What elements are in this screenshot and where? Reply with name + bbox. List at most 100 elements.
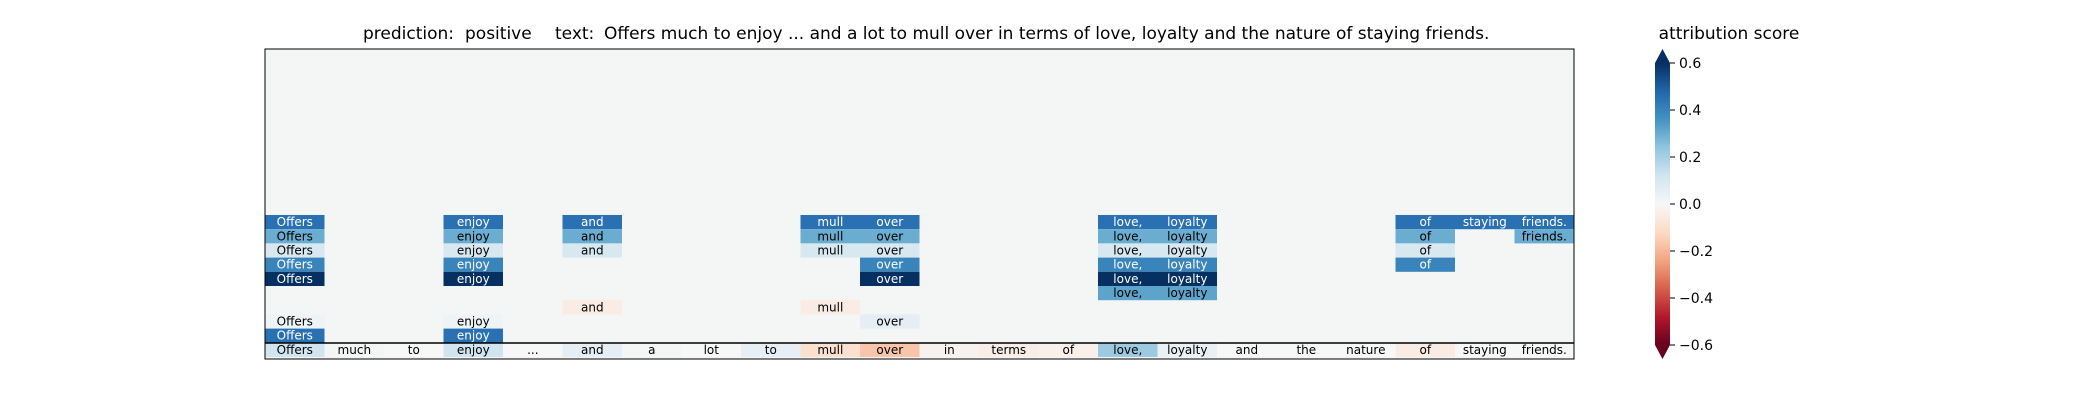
token-label: over <box>876 315 903 329</box>
token-label: of <box>1420 258 1432 272</box>
token-label: friends. <box>1522 343 1567 357</box>
token-label: Offers <box>277 272 313 286</box>
token-label: love, <box>1113 272 1142 286</box>
token-label: friends. <box>1522 229 1567 243</box>
token-label: mull <box>817 215 843 229</box>
colorbar-tick-label: 0.0 <box>1679 197 1701 213</box>
token-label: staying <box>1463 343 1507 357</box>
heatmap-cell <box>860 314 920 329</box>
heatmap-cell <box>1157 271 1217 286</box>
token-label: and <box>581 244 604 258</box>
heatmap-cell <box>1038 342 1098 357</box>
heatmap-cell <box>860 229 920 244</box>
heatmap-cell <box>681 342 741 357</box>
heatmap-cell <box>265 243 325 258</box>
token-label: Offers <box>277 258 313 272</box>
heatmap-cell <box>562 229 622 244</box>
token-label: loyalty <box>1167 343 1207 357</box>
heatmap-cell <box>1098 243 1158 258</box>
heatmap-cell <box>562 215 622 230</box>
token-label: loyalty <box>1167 229 1207 243</box>
token-label: loyalty <box>1167 258 1207 272</box>
heatmap-cell <box>443 342 503 357</box>
colorbar-gradient <box>1655 63 1670 345</box>
heatmap-cell <box>860 243 920 258</box>
token-label: Offers <box>277 229 313 243</box>
token-label: of <box>1420 343 1432 357</box>
token-label: love, <box>1113 343 1142 357</box>
heatmap-cell <box>324 342 384 357</box>
token-label: and <box>581 229 604 243</box>
token-label: love, <box>1113 244 1142 258</box>
token-label: and <box>1236 343 1259 357</box>
token-label: mull <box>817 244 843 258</box>
heatmap-cell <box>860 215 920 230</box>
token-label: Offers <box>277 343 313 357</box>
token-label: the <box>1296 343 1316 357</box>
heatmap-cell <box>443 314 503 329</box>
heatmap-cell <box>1395 257 1455 272</box>
heatmap-cell <box>503 342 563 357</box>
token-label: ... <box>527 343 538 357</box>
token-label: love, <box>1113 229 1142 243</box>
heatmap-cell <box>265 271 325 286</box>
heatmap-cell <box>1455 342 1515 357</box>
heatmap-cell <box>860 257 920 272</box>
heatmap-cell <box>1098 257 1158 272</box>
heatmap-cell <box>1336 342 1396 357</box>
heatmap-cell <box>562 300 622 315</box>
token-label: friends. <box>1522 215 1567 229</box>
heatmap-cell <box>443 328 503 343</box>
token-label: Offers <box>277 329 313 343</box>
heatmap-cell <box>1157 243 1217 258</box>
heatmap-cell <box>1514 342 1574 357</box>
token-label: enjoy <box>457 343 490 357</box>
heatmap-cell <box>1276 342 1336 357</box>
colorbar-ticks: 0.6 0.4 0.2 0.0 −0.2 −0.4 −0.6 <box>1670 56 1713 354</box>
heatmap-cell <box>1098 342 1158 357</box>
token-label: staying <box>1463 215 1507 229</box>
heatmap-cell <box>265 314 325 329</box>
heatmap-cell <box>622 342 682 357</box>
heatmap-background <box>265 49 1574 359</box>
heatmap-cell <box>265 328 325 343</box>
heatmap-cell <box>1098 229 1158 244</box>
heatmap-cell <box>800 243 860 258</box>
token-label: over <box>876 229 903 243</box>
token-label: Offers <box>277 315 313 329</box>
heatmap-cell <box>1217 342 1277 357</box>
token-label: mull <box>817 343 843 357</box>
token-label: of <box>1420 244 1432 258</box>
heatmap-cell <box>1157 215 1217 230</box>
heatmap-cell <box>562 342 622 357</box>
token-label: of <box>1420 215 1432 229</box>
token-label: love, <box>1113 215 1142 229</box>
colorbar-tick-label: 0.4 <box>1679 103 1701 119</box>
heatmap-cell <box>800 215 860 230</box>
heatmap-cell <box>1157 342 1217 357</box>
heatmap-cell <box>1098 271 1158 286</box>
colorbar-tick-label: 0.2 <box>1679 150 1701 166</box>
heatmap-cell <box>562 243 622 258</box>
token-label: terms <box>991 343 1026 357</box>
token-label: over <box>876 258 903 272</box>
heatmap-cell <box>443 257 503 272</box>
colorbar-max-extension <box>1655 49 1670 63</box>
token-label: loyalty <box>1167 286 1207 300</box>
token-label: to <box>408 343 420 357</box>
colorbar-tick-label: −0.4 <box>1679 291 1713 307</box>
token-label: over <box>876 272 903 286</box>
heatmap-cell <box>265 229 325 244</box>
token-label: loyalty <box>1167 272 1207 286</box>
token-label: over <box>876 343 903 357</box>
heatmap-cell <box>741 342 801 357</box>
heatmap-cell <box>265 215 325 230</box>
token-label: loyalty <box>1167 244 1207 258</box>
colorbar-tick-label: 0.6 <box>1679 56 1701 72</box>
token-label: over <box>876 244 903 258</box>
token-label: and <box>581 300 604 314</box>
token-label: and <box>581 343 604 357</box>
token-label: much <box>338 343 372 357</box>
prediction-value: positive <box>465 24 532 44</box>
